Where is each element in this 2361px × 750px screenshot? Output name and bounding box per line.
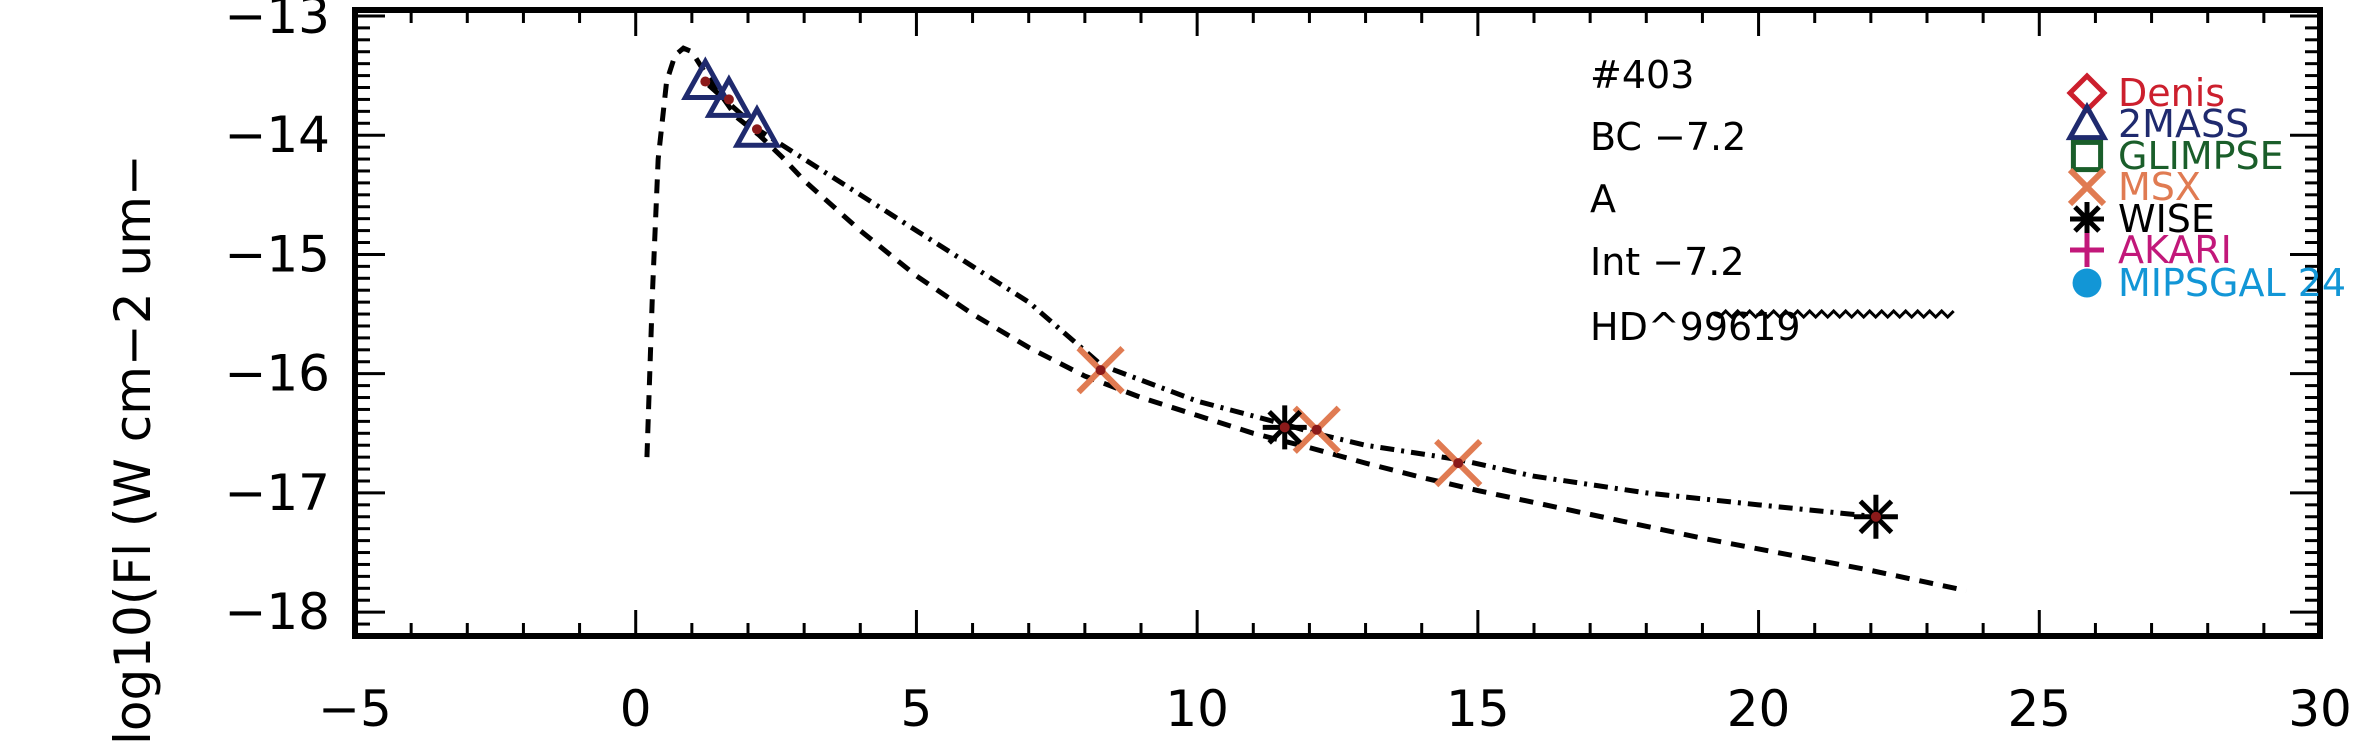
y-tick-label: −17 — [224, 464, 330, 522]
y-tick-labels: −13 −14 −15 −16 −17 −18 — [224, 0, 330, 641]
legend-label: 2MASS — [2118, 102, 2249, 146]
plot-frame — [352, 7, 2323, 639]
y-axis-label: log10(Fl (W cm−2 um− — [104, 154, 162, 745]
data-point-center — [723, 94, 734, 105]
axis-ticks — [353, 10, 2322, 638]
annotation-text: #403 — [1590, 53, 1694, 97]
data-point-center — [1311, 424, 1322, 435]
x-tick-label: 30 — [2288, 680, 2352, 738]
plot-border — [352, 7, 2323, 639]
legend-entry: MSX — [2067, 165, 2201, 209]
legend-marker-plus — [2070, 233, 2104, 267]
legend-entry: AKARI — [2070, 228, 2232, 272]
data-point-triangle — [704, 74, 754, 118]
legend-label: MIPSGAL 24 — [2118, 261, 2346, 305]
x-tick-labels: −5 0 5 10 15 20 25 30 — [318, 680, 2352, 738]
legend-entry: 2MASS — [2065, 101, 2249, 146]
x-tick-label: 20 — [1727, 680, 1791, 738]
x-tick-label: 15 — [1446, 680, 1510, 738]
legend-marker-square — [2070, 139, 2104, 173]
y-tick-label: −15 — [224, 225, 330, 283]
legend-marker-asterisk — [2070, 202, 2104, 236]
legend-entry: Denis — [2066, 71, 2225, 115]
y-tick-label: −14 — [224, 106, 330, 164]
y-tick-label: −18 — [224, 583, 330, 641]
data-point-center — [751, 124, 762, 135]
legend-entry: WISE — [2070, 197, 2215, 241]
x-tick-label: 5 — [901, 680, 933, 738]
legend-marker-triangle — [2065, 101, 2109, 141]
dashed-model-line — [644, 45, 1967, 594]
data-point-center — [1279, 422, 1290, 433]
data-point-center — [1095, 365, 1106, 376]
dashdot-model-line — [707, 83, 1877, 520]
annotation-text: Int −7.2 — [1590, 240, 1745, 284]
x-tick-label: −5 — [318, 680, 392, 738]
x-tick-label: 10 — [1165, 680, 1229, 738]
legend-label: MSX — [2118, 165, 2201, 209]
legend-label: Denis — [2118, 71, 2225, 115]
annotation-text: BC −7.2 — [1590, 115, 1746, 159]
y-tick-label: −16 — [224, 345, 330, 403]
data-point-triangle — [732, 104, 782, 148]
legend-marker-circle — [2072, 268, 2102, 298]
data-point-center — [1870, 511, 1881, 522]
legend-label: GLIMPSE — [2118, 134, 2284, 178]
legend-label: AKARI — [2118, 228, 2232, 272]
data-point-center — [1453, 458, 1464, 469]
data-point-center — [700, 76, 711, 87]
wavy-line — [1712, 308, 1955, 320]
x-tick-label: 25 — [2007, 680, 2071, 738]
model-curves — [644, 45, 1967, 594]
annotation-text: HD^99619 — [1590, 305, 1801, 349]
x-tick-label: 0 — [620, 680, 652, 738]
legend-marker-x — [2067, 167, 2107, 207]
annotations: #403 BC −7.2 A Int −7.2 HD^99619 — [1590, 53, 1801, 349]
legend-entry: GLIMPSE — [2070, 134, 2284, 178]
legend-entry: MIPSGAL 24 — [2072, 261, 2346, 305]
annotation-text: A — [1590, 177, 1616, 221]
data-point-triangle — [681, 56, 730, 101]
legend-label: WISE — [2118, 197, 2215, 241]
y-tick-label: −13 — [224, 0, 330, 45]
data-points — [681, 56, 1898, 539]
